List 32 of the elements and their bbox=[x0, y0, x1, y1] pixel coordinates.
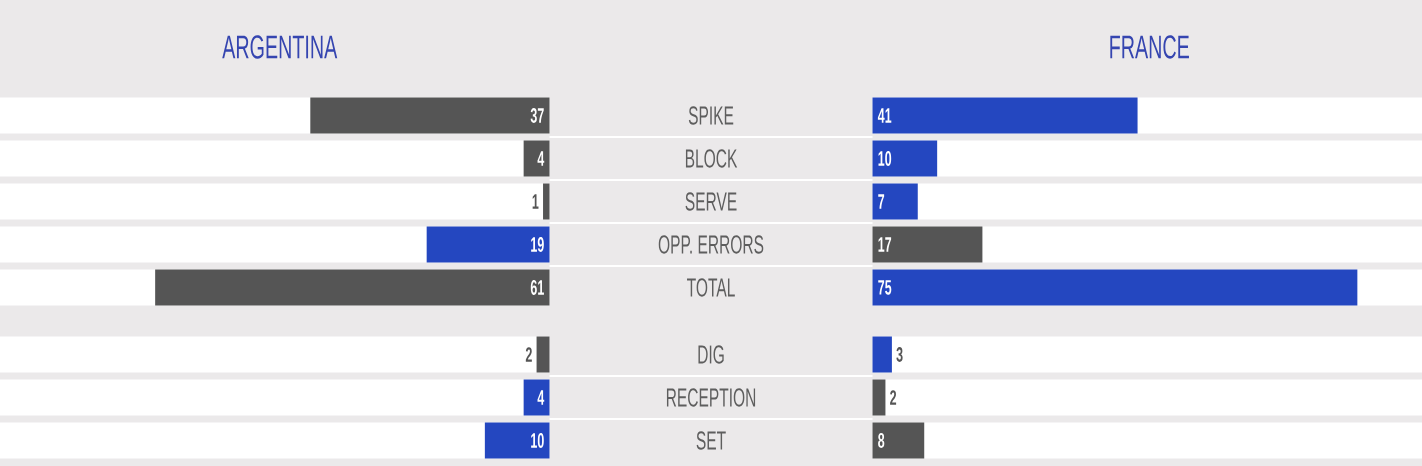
data-label: 2 bbox=[890, 390, 897, 405]
y-tick-label: TOTAL bbox=[687, 278, 735, 297]
series-label: FRANCE bbox=[1110, 35, 1189, 59]
data-label: 4 bbox=[537, 390, 545, 405]
y-tick-label: SERVE bbox=[685, 192, 737, 211]
data-label: 37 bbox=[530, 108, 544, 123]
data-label: 2 bbox=[525, 347, 532, 362]
bar bbox=[872, 140, 938, 177]
y-tick-label: RECEPTION bbox=[666, 388, 756, 407]
data-label: 75 bbox=[878, 280, 892, 295]
series-label: ARGENTINA bbox=[222, 35, 338, 59]
y-tick-label: SPIKE bbox=[688, 106, 734, 125]
data-label: 1 bbox=[532, 194, 539, 209]
bar bbox=[872, 226, 983, 263]
y-tick-label: BLOCK bbox=[685, 149, 738, 168]
data-label: 61 bbox=[530, 280, 544, 295]
data-label: 41 bbox=[877, 108, 892, 123]
bar bbox=[543, 183, 550, 220]
data-label: 3 bbox=[896, 347, 903, 362]
data-label: 8 bbox=[878, 433, 885, 448]
data-label: 17 bbox=[878, 237, 892, 252]
data-label: 19 bbox=[531, 237, 544, 252]
bar bbox=[523, 140, 550, 177]
data-label: 10 bbox=[531, 433, 544, 448]
bar bbox=[872, 183, 918, 220]
y-tick-label: SET bbox=[696, 431, 726, 450]
y-tick-label: DIG bbox=[698, 345, 724, 364]
data-label: 7 bbox=[878, 194, 885, 209]
bar bbox=[426, 226, 550, 263]
data-label: 4 bbox=[537, 151, 545, 166]
y-tick-label: OPP. ERRORS bbox=[658, 235, 764, 254]
data-label: 10 bbox=[878, 151, 892, 166]
